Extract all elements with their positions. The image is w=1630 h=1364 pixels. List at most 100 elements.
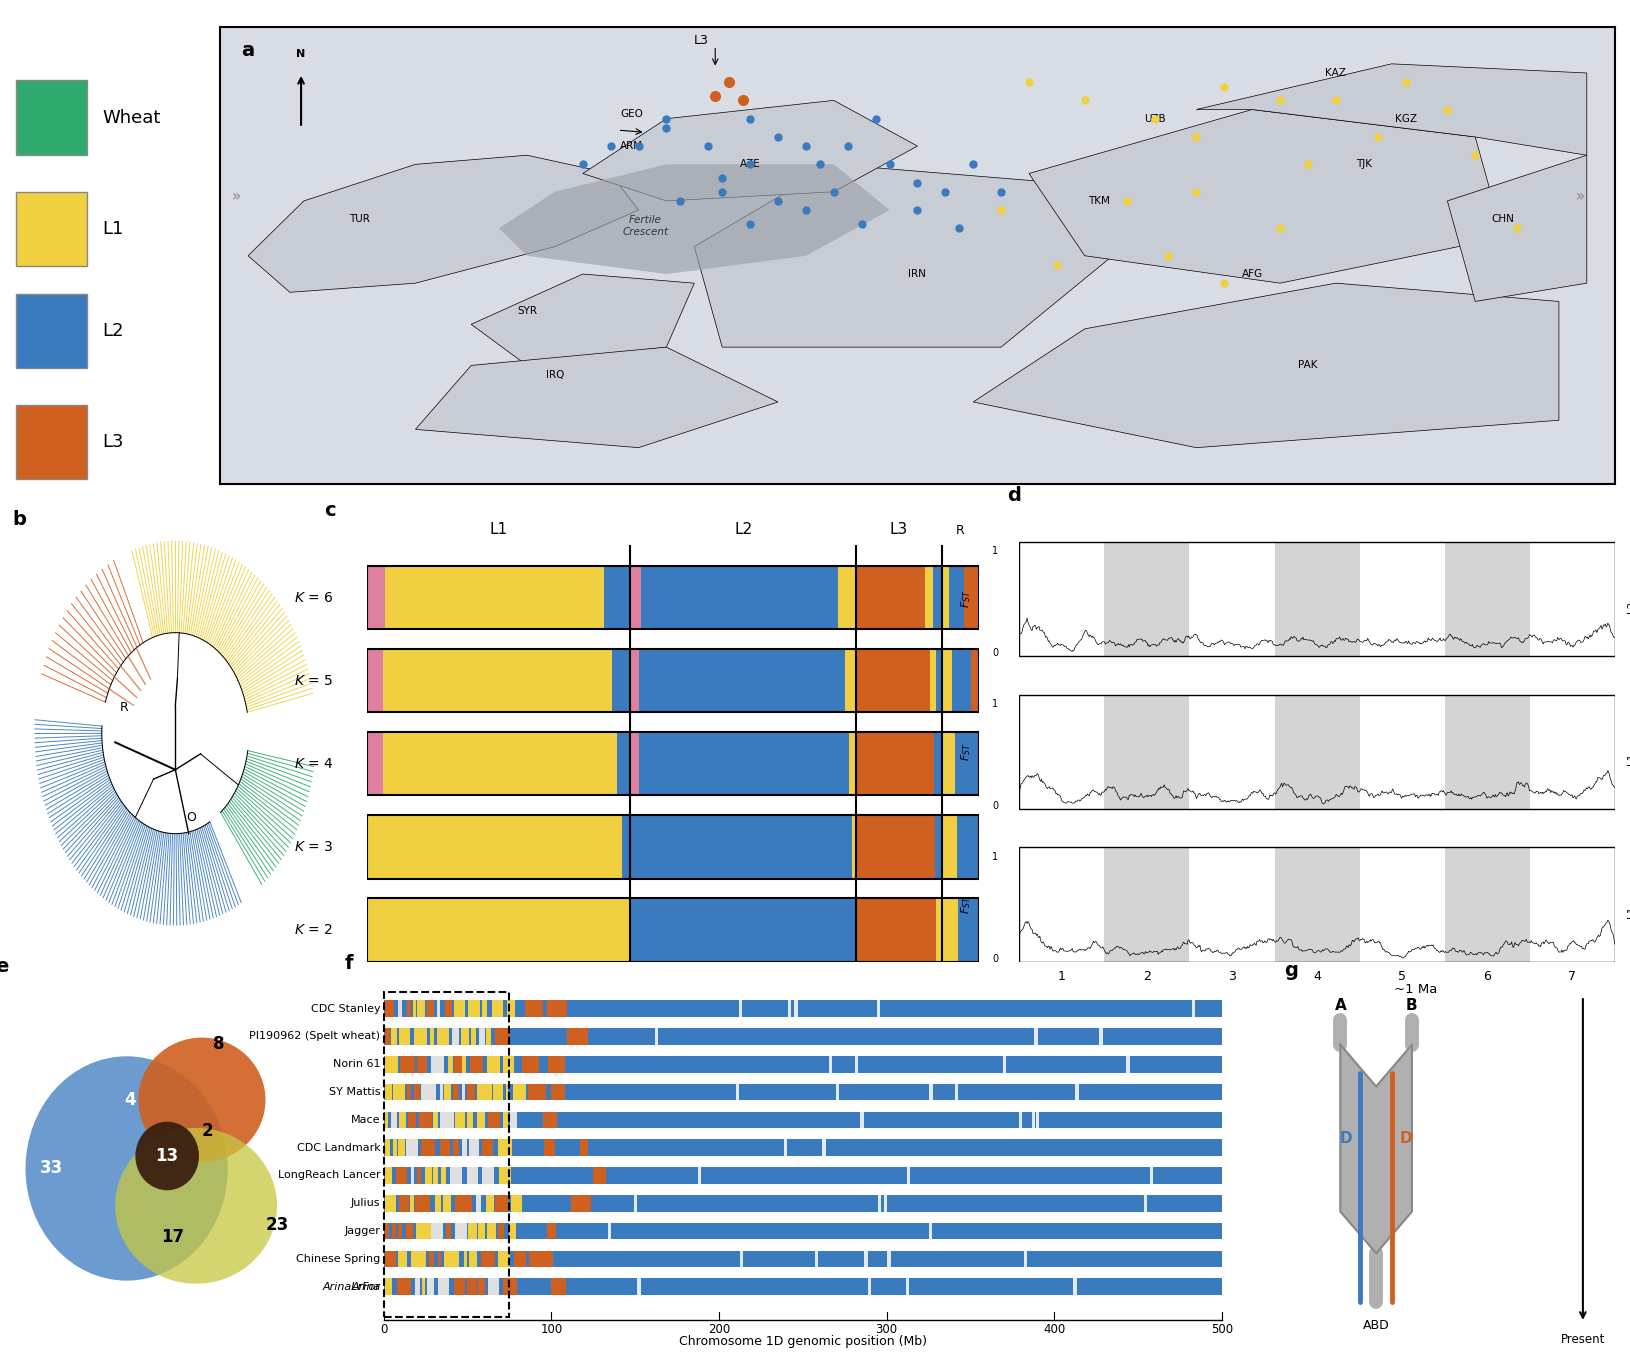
Bar — [440, 1139, 450, 1155]
Text: 33: 33 — [39, 1159, 64, 1177]
Bar — [396, 1168, 406, 1184]
Bar — [815, 1251, 818, 1267]
Bar — [548, 1000, 567, 1018]
Bar — [367, 649, 383, 712]
Bar — [1024, 1251, 1027, 1267]
Bar — [453, 1139, 460, 1155]
Bar — [455, 1195, 461, 1211]
Bar — [399, 1195, 409, 1211]
Bar — [383, 1083, 1221, 1101]
Text: 0: 0 — [991, 801, 998, 812]
Bar — [411, 1251, 425, 1267]
Bar — [367, 816, 978, 878]
Bar — [437, 1028, 448, 1045]
Bar — [385, 1083, 391, 1101]
Text: L2
vs L3: L2 vs L3 — [1625, 585, 1630, 612]
Text: KAZ: KAZ — [1325, 68, 1345, 78]
Bar — [430, 1028, 434, 1045]
Bar — [427, 1278, 434, 1294]
Text: Present: Present — [1560, 1333, 1604, 1346]
Bar — [396, 1278, 411, 1294]
Text: 17: 17 — [161, 1228, 184, 1245]
Bar — [385, 1195, 396, 1211]
Text: Chromosome 1D genomic position (Mb): Chromosome 1D genomic position (Mb) — [678, 1335, 926, 1349]
Bar — [941, 899, 958, 962]
Bar — [499, 1168, 510, 1184]
Text: 0: 0 — [380, 1323, 388, 1335]
Bar — [906, 1168, 910, 1184]
Text: 500: 500 — [1209, 1323, 1232, 1335]
Bar — [367, 566, 978, 629]
Bar — [1019, 694, 1104, 809]
Bar — [1188, 847, 1273, 962]
Bar — [416, 1195, 430, 1211]
Text: Norin 61: Norin 61 — [333, 1060, 380, 1069]
Bar — [461, 1028, 469, 1045]
Text: L3: L3 — [103, 434, 124, 451]
Text: c: c — [324, 501, 336, 520]
Text: Julius: Julius — [350, 1198, 380, 1209]
Text: ~1 Ma: ~1 Ma — [1394, 982, 1436, 996]
Bar — [385, 1139, 390, 1155]
Bar — [641, 566, 838, 629]
Bar — [367, 732, 383, 795]
Bar — [437, 1000, 440, 1018]
Bar — [461, 1056, 466, 1072]
Bar — [469, 1056, 482, 1072]
Text: R: R — [955, 524, 963, 537]
Bar — [1188, 542, 1273, 656]
Bar — [867, 1278, 870, 1294]
Text: $F_{ST}$: $F_{ST}$ — [958, 895, 971, 914]
Bar — [929, 1222, 932, 1240]
Text: CDC Landmark: CDC Landmark — [297, 1143, 380, 1153]
Bar — [1019, 542, 1104, 656]
Text: 3: 3 — [1227, 970, 1236, 983]
Text: 4: 4 — [124, 1091, 135, 1109]
Bar — [424, 1168, 432, 1184]
Bar — [548, 1056, 566, 1072]
Bar — [442, 1168, 445, 1184]
Bar — [941, 566, 949, 629]
Bar — [856, 566, 924, 629]
Text: $F_{ST}$: $F_{ST}$ — [958, 589, 971, 608]
Bar — [385, 1278, 393, 1294]
Bar — [629, 816, 851, 878]
Bar — [411, 1168, 414, 1184]
Bar — [1149, 1168, 1152, 1184]
Bar — [1019, 1112, 1022, 1128]
Bar — [385, 1000, 394, 1018]
Text: 1: 1 — [991, 698, 998, 709]
Text: 6: 6 — [1482, 970, 1490, 983]
Text: L3: L3 — [693, 34, 709, 48]
Text: LongReach Lancer: LongReach Lancer — [277, 1170, 380, 1180]
Bar — [466, 1168, 478, 1184]
Text: 1: 1 — [991, 546, 998, 557]
Bar — [383, 1028, 1221, 1045]
Bar — [16, 80, 86, 154]
Bar — [856, 649, 929, 712]
Text: »: » — [1575, 190, 1584, 203]
Text: $K$ = 6: $K$ = 6 — [293, 591, 333, 604]
Text: L2: L2 — [103, 322, 124, 340]
Bar — [468, 1278, 476, 1294]
Bar — [429, 1251, 434, 1267]
Bar — [1073, 1278, 1076, 1294]
Bar — [414, 1083, 421, 1101]
Bar — [417, 1168, 421, 1184]
Text: 5: 5 — [1397, 970, 1405, 983]
Bar — [468, 1222, 478, 1240]
Bar — [634, 1195, 637, 1211]
Bar — [509, 1222, 515, 1240]
Bar — [572, 1028, 587, 1045]
Bar — [787, 1000, 791, 1018]
Bar — [385, 1112, 388, 1128]
Bar — [399, 1112, 406, 1128]
Bar — [406, 1000, 411, 1018]
Text: 400: 400 — [1043, 1323, 1064, 1335]
Bar — [383, 1112, 1221, 1128]
Bar — [535, 1251, 553, 1267]
Bar — [367, 816, 621, 878]
Polygon shape — [1196, 64, 1586, 155]
Bar — [453, 1056, 461, 1072]
Bar — [432, 1222, 443, 1240]
